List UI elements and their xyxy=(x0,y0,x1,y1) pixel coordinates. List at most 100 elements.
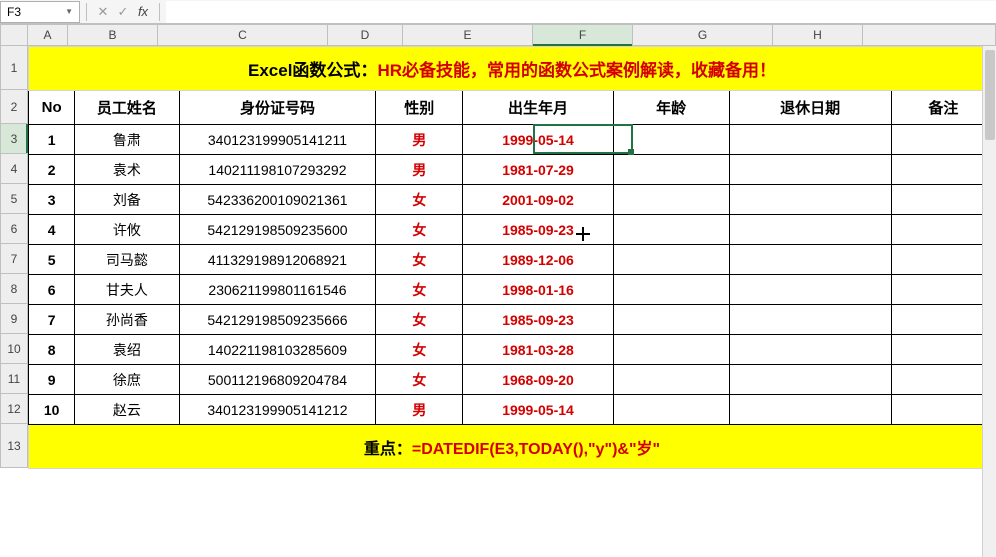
row-header-2[interactable]: 2 xyxy=(0,90,28,124)
cell-no[interactable]: 6 xyxy=(29,275,75,305)
col-header-E[interactable]: E xyxy=(403,25,533,45)
cell-id[interactable]: 542129198509235666 xyxy=(179,305,376,335)
cell-name[interactable]: 司马懿 xyxy=(75,245,179,275)
cell-age[interactable] xyxy=(613,155,729,185)
cell-gender[interactable]: 男 xyxy=(376,155,463,185)
cell-remark[interactable] xyxy=(891,245,995,275)
cell-id[interactable]: 340123199905141212 xyxy=(179,395,376,425)
chevron-down-icon[interactable]: ▼ xyxy=(65,7,73,16)
cell-age[interactable] xyxy=(613,365,729,395)
cell-remark[interactable] xyxy=(891,335,995,365)
cell-retire[interactable] xyxy=(729,275,891,305)
select-all-corner[interactable] xyxy=(0,24,28,46)
row-header-4[interactable]: 4 xyxy=(0,154,28,184)
cell-no[interactable]: 4 xyxy=(29,215,75,245)
cell-id[interactable]: 340123199905141211 xyxy=(179,125,376,155)
header-age[interactable]: 年龄 xyxy=(613,91,729,125)
cell-name[interactable]: 许攸 xyxy=(75,215,179,245)
cell-no[interactable]: 7 xyxy=(29,305,75,335)
cell-dob[interactable]: 2001-09-02 xyxy=(463,185,614,215)
header-gender[interactable]: 性别 xyxy=(376,91,463,125)
col-header-G[interactable]: G xyxy=(633,25,773,45)
cell-no[interactable]: 2 xyxy=(29,155,75,185)
confirm-icon[interactable]: ✓ xyxy=(113,4,133,20)
col-header-A[interactable]: A xyxy=(28,25,68,45)
cell-name[interactable]: 甘夫人 xyxy=(75,275,179,305)
col-header-C[interactable]: C xyxy=(158,25,328,45)
cell-dob[interactable]: 1998-01-16 xyxy=(463,275,614,305)
cell-dob[interactable]: 1981-03-28 xyxy=(463,335,614,365)
cell-retire[interactable] xyxy=(729,245,891,275)
row-header-11[interactable]: 11 xyxy=(0,364,28,394)
cell-retire[interactable] xyxy=(729,365,891,395)
cell-dob[interactable]: 1989-12-06 xyxy=(463,245,614,275)
header-retire[interactable]: 退休日期 xyxy=(729,91,891,125)
cell-remark[interactable] xyxy=(891,125,995,155)
vertical-scrollbar[interactable] xyxy=(982,46,996,557)
cell-gender[interactable]: 女 xyxy=(376,185,463,215)
col-header-F[interactable]: F xyxy=(533,25,633,45)
header-no[interactable]: No xyxy=(29,91,75,125)
cell-dob[interactable]: 1968-09-20 xyxy=(463,365,614,395)
row-header-9[interactable]: 9 xyxy=(0,304,28,334)
cell-dob[interactable]: 1999-05-14 xyxy=(463,395,614,425)
cell-retire[interactable] xyxy=(729,125,891,155)
cell-gender[interactable]: 女 xyxy=(376,305,463,335)
scrollbar-thumb[interactable] xyxy=(985,50,995,140)
cell-gender[interactable]: 女 xyxy=(376,245,463,275)
cell-remark[interactable] xyxy=(891,215,995,245)
row-header-1[interactable]: 1 xyxy=(0,46,28,90)
cancel-icon[interactable]: ✕ xyxy=(93,4,113,20)
row-header-7[interactable]: 7 xyxy=(0,244,28,274)
header-remark[interactable]: 备注 xyxy=(891,91,995,125)
cell-age[interactable] xyxy=(613,245,729,275)
col-header-H[interactable]: H xyxy=(773,25,863,45)
cell-gender[interactable]: 男 xyxy=(376,125,463,155)
title-cell[interactable]: Excel函数公式：HR必备技能，常用的函数公式案例解读，收藏备用！ xyxy=(29,47,996,91)
cell-id[interactable]: 411329198912068921 xyxy=(179,245,376,275)
cell-gender[interactable]: 女 xyxy=(376,215,463,245)
row-header-12[interactable]: 12 xyxy=(0,394,28,424)
cell-name[interactable]: 徐庶 xyxy=(75,365,179,395)
cell-name[interactable]: 袁绍 xyxy=(75,335,179,365)
cell-retire[interactable] xyxy=(729,395,891,425)
cell-age[interactable] xyxy=(613,395,729,425)
cell-no[interactable]: 5 xyxy=(29,245,75,275)
cell-retire[interactable] xyxy=(729,215,891,245)
cell-gender[interactable]: 男 xyxy=(376,395,463,425)
cell-name[interactable]: 袁术 xyxy=(75,155,179,185)
fx-icon[interactable]: fx xyxy=(133,4,153,19)
cell-id[interactable]: 542336200109021361 xyxy=(179,185,376,215)
cell-no[interactable]: 1 xyxy=(29,125,75,155)
row-header-10[interactable]: 10 xyxy=(0,334,28,364)
cell-remark[interactable] xyxy=(891,155,995,185)
cell-gender[interactable]: 女 xyxy=(376,335,463,365)
cell-remark[interactable] xyxy=(891,275,995,305)
cell-age[interactable] xyxy=(613,125,729,155)
cell-dob[interactable]: 1985-09-23 xyxy=(463,305,614,335)
footer-cell[interactable]: 重点：=DATEDIF(E3,TODAY(),"y")&"岁" xyxy=(29,425,996,469)
cell-age[interactable] xyxy=(613,215,729,245)
cell-retire[interactable] xyxy=(729,185,891,215)
cell-remark[interactable] xyxy=(891,365,995,395)
cell-id[interactable]: 140211198107293292 xyxy=(179,155,376,185)
formula-input[interactable] xyxy=(166,1,996,23)
cell-name[interactable]: 鲁肃 xyxy=(75,125,179,155)
col-header-B[interactable]: B xyxy=(68,25,158,45)
cell-gender[interactable]: 女 xyxy=(376,365,463,395)
cell-no[interactable]: 9 xyxy=(29,365,75,395)
header-dob[interactable]: 出生年月 xyxy=(463,91,614,125)
header-name[interactable]: 员工姓名 xyxy=(75,91,179,125)
cell-id[interactable]: 230621199801161546 xyxy=(179,275,376,305)
cell-name[interactable]: 赵云 xyxy=(75,395,179,425)
cell-no[interactable]: 3 xyxy=(29,185,75,215)
cell-retire[interactable] xyxy=(729,305,891,335)
row-header-5[interactable]: 5 xyxy=(0,184,28,214)
row-header-8[interactable]: 8 xyxy=(0,274,28,304)
cell-age[interactable] xyxy=(613,185,729,215)
cell-retire[interactable] xyxy=(729,335,891,365)
cell-id[interactable]: 140221198103285609 xyxy=(179,335,376,365)
cell-age[interactable] xyxy=(613,275,729,305)
col-header-D[interactable]: D xyxy=(328,25,403,45)
cell-retire[interactable] xyxy=(729,155,891,185)
